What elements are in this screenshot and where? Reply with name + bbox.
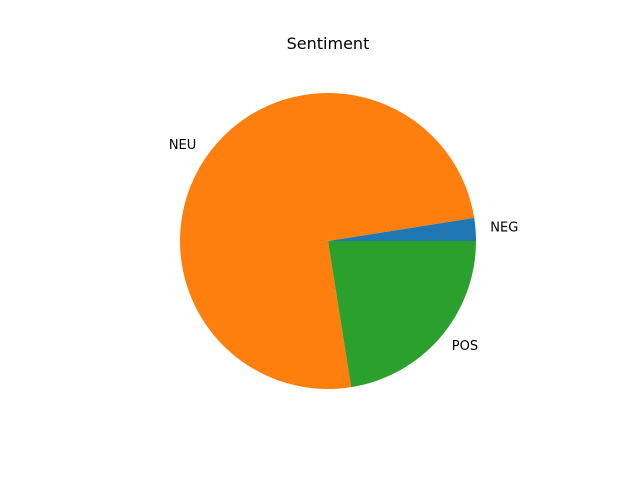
pie-label-neg: NEG (490, 221, 518, 236)
pie-label-pos: POS (452, 339, 478, 354)
pie-labels: NEG NEU POS (169, 138, 518, 354)
pie-slice-neg (328, 217, 476, 241)
chart-title: Sentiment (287, 34, 370, 53)
pie-slice-neu (179, 93, 475, 390)
pie-label-neu: NEU (169, 138, 196, 153)
pie-slices (179, 93, 476, 390)
pie-slice-pos (328, 241, 476, 388)
